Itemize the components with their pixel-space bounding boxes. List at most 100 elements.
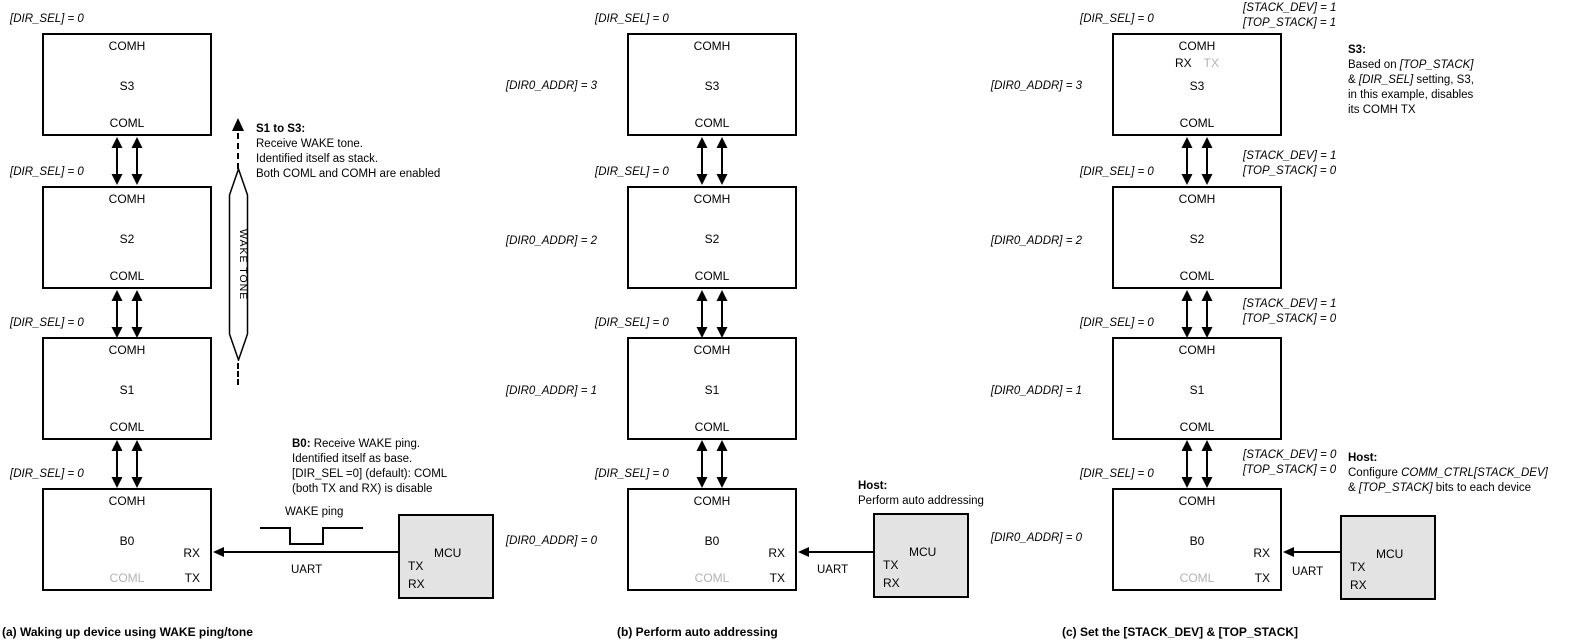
wake-tone-up-arrowhead	[232, 118, 244, 131]
rx-pin-label: RX	[768, 546, 785, 560]
dir-sel-label: [DIR_SEL] = 0	[595, 468, 669, 480]
note-line: Based on	[1348, 59, 1400, 71]
dir-sel-label: [DIR_SEL] = 0	[1080, 317, 1154, 329]
uart-arrowhead	[1283, 547, 1294, 557]
device-name: S3	[119, 79, 135, 93]
mcu-rx-pin-label: RX	[408, 577, 425, 591]
mcu-label: MCU	[1376, 547, 1404, 561]
dir-sel-label: [DIR_SEL] = 0	[595, 13, 669, 25]
host-note: Host: Configure COMM_CTRL[STACK_DEV] & […	[1348, 451, 1548, 496]
note-line: (both TX and RX) is disable	[292, 483, 433, 495]
panel-b-device-s3: COMH S3 COML	[627, 33, 797, 136]
panel-b-device-s2: COMH S2 COML	[627, 186, 797, 289]
daisy-chain-connector	[110, 290, 144, 338]
device-name: S3	[1189, 79, 1205, 93]
note-line: bits to each device	[1432, 482, 1532, 494]
coml-port-label: COML	[109, 420, 145, 434]
top-stack-label: [TOP_STACK] = 0	[1243, 464, 1337, 476]
comh-port-label: COMH	[1178, 39, 1216, 53]
uart-label: UART	[291, 564, 323, 576]
daisy-chain-connector	[695, 290, 729, 338]
uart-line	[1294, 551, 1340, 553]
stack-devices-note: S1 to S3: Receive WAKE tone. Identified …	[256, 122, 440, 182]
mcu-box: MCU TX RX	[1340, 515, 1436, 600]
comh-rx-tx-labels: RX TX	[1114, 56, 1280, 70]
coml-port-label-disabled: COML	[694, 571, 730, 585]
panel-a-device-s1: COMH S1 COML	[42, 337, 212, 440]
dir0-addr-label: [DIR0_ADDR] = 0	[505, 535, 597, 547]
coml-port-label-disabled: COML	[109, 571, 145, 585]
s3-config-note: S3: Based on [TOP_STACK] & [DIR_SEL] set…	[1348, 43, 1474, 118]
note-register-ref: COMM_CTRL[STACK_DEV]	[1401, 467, 1548, 479]
note-line: in this example, disables	[1348, 89, 1474, 101]
uart-line	[809, 551, 873, 553]
caption-a: (a) Waking up device using WAKE ping/ton…	[2, 625, 253, 639]
wake-tone-dashed-line	[237, 133, 239, 169]
panel-c-device-s2: COMH S2 COML	[1112, 186, 1282, 289]
note-line: Perform auto addressing	[858, 495, 984, 507]
device-name: S1	[704, 383, 720, 397]
rx-enabled-label: RX	[1174, 56, 1192, 70]
stack-dev-top-stack-labels: [STACK_DEV] = 1 [TOP_STACK] = 0	[1243, 297, 1336, 327]
top-stack-label: [TOP_STACK] = 0	[1243, 165, 1337, 177]
coml-port-label: COML	[694, 116, 730, 130]
dir0-addr-label: [DIR0_ADDR] = 2	[990, 235, 1082, 247]
device-name: S1	[1189, 383, 1205, 397]
comh-port-label: COMH	[693, 343, 731, 357]
daisy-chain-connector	[695, 137, 729, 185]
panel-a-device-s3: COMH S3 COML	[42, 33, 212, 136]
note-title: S1 to S3:	[256, 123, 306, 135]
stack-dev-label: [STACK_DEV] = 1	[1243, 150, 1337, 162]
mcu-box: MCU TX RX	[398, 514, 494, 599]
panel-c-device-s1: COMH S1 COML	[1112, 337, 1282, 440]
tx-pin-label: TX	[184, 571, 200, 585]
coml-port-label: COML	[694, 269, 730, 283]
note-line: [DIR_SEL =0] (default): COML	[292, 468, 448, 480]
coml-port-label: COML	[1179, 116, 1215, 130]
dir0-addr-label: [DIR0_ADDR] = 1	[990, 385, 1082, 397]
uart-label: UART	[817, 564, 849, 576]
wake-ping-label: WAKE ping	[285, 506, 344, 518]
comh-port-label: COMH	[108, 192, 146, 206]
stack-dev-label: [STACK_DEV] = 1	[1243, 2, 1337, 14]
dir-sel-label: [DIR_SEL] = 0	[10, 13, 84, 25]
panel-a-device-b0: COMH B0 COML RX TX	[42, 488, 212, 591]
note-register-ref: [TOP_STACK]	[1399, 59, 1474, 71]
panel-b-device-b0: COMH B0 COML RX TX	[627, 488, 797, 591]
note-line: &	[1348, 482, 1359, 494]
dir0-addr-label: [DIR0_ADDR] = 0	[990, 532, 1082, 544]
device-name: S2	[704, 232, 720, 246]
dir-sel-label: [DIR_SEL] = 0	[1080, 468, 1154, 480]
panel-a-device-s2: COMH S2 COML	[42, 186, 212, 289]
stack-dev-label: [STACK_DEV] = 1	[1243, 298, 1337, 310]
stack-dev-top-stack-labels: [STACK_DEV] = 1 [TOP_STACK] = 1	[1243, 1, 1336, 31]
device-name: B0	[119, 534, 135, 548]
comh-port-label: COMH	[693, 39, 731, 53]
mcu-rx-pin-label: RX	[883, 576, 900, 590]
tx-disabled-label: TX	[1203, 56, 1219, 70]
rx-pin-label: RX	[1253, 546, 1270, 560]
note-line: Receive WAKE ping.	[310, 438, 421, 450]
panel-c-device-s3: COMH RX TX S3 COML	[1112, 33, 1282, 136]
daisy-chain-connector	[1180, 290, 1214, 338]
uart-label: UART	[1292, 566, 1324, 578]
comh-port-label: COMH	[108, 343, 146, 357]
coml-port-label: COML	[1179, 420, 1215, 434]
note-title: Host:	[858, 480, 888, 492]
dir-sel-label: [DIR_SEL] = 0	[10, 166, 84, 178]
host-note: Host: Perform auto addressing	[858, 479, 984, 509]
daisy-chain-connector	[695, 440, 729, 488]
dir-sel-label: [DIR_SEL] = 0	[1080, 166, 1154, 178]
uart-arrowhead	[213, 547, 224, 557]
device-name: B0	[704, 534, 720, 548]
daisy-chain-connector	[110, 440, 144, 488]
base-device-note: B0: Receive WAKE ping. Identified itself…	[292, 437, 447, 497]
tx-pin-label: TX	[769, 571, 785, 585]
top-stack-label: [TOP_STACK] = 1	[1243, 17, 1337, 29]
dir-sel-label: [DIR_SEL] = 0	[595, 166, 669, 178]
daisy-chain-connector	[110, 137, 144, 185]
dir-sel-label: [DIR_SEL] = 0	[10, 468, 84, 480]
comh-port-label: COMH	[1178, 343, 1216, 357]
dir0-addr-label: [DIR0_ADDR] = 1	[505, 385, 597, 397]
note-register-ref: [DIR_SEL]	[1358, 74, 1414, 86]
